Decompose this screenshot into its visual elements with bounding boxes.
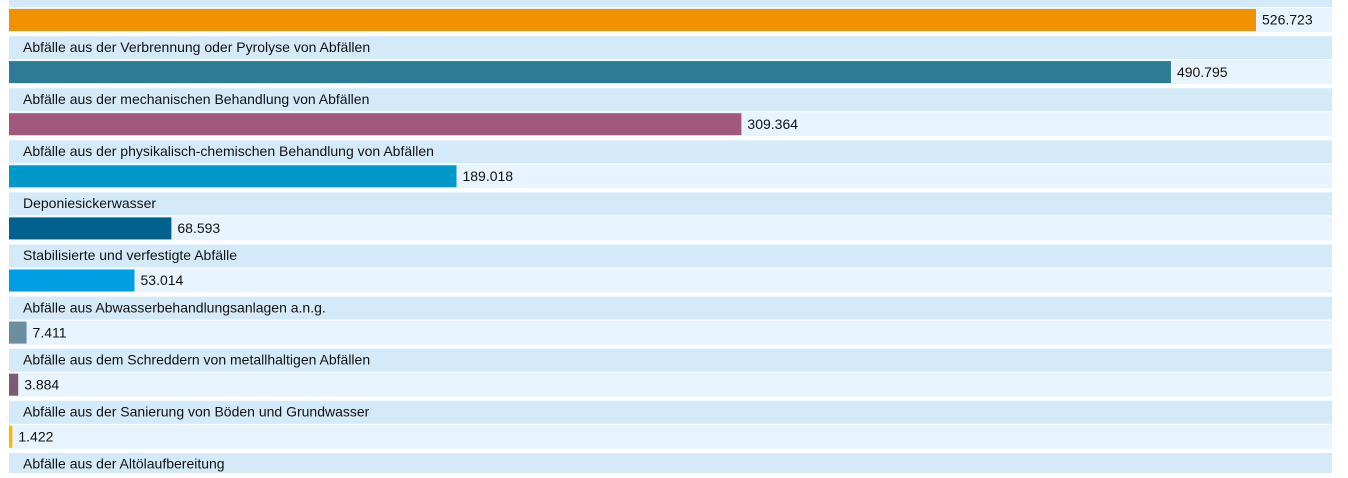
label-row bbox=[9, 36, 1332, 60]
category-label: Abfälle aus Abwasserbehandlungsanlagen a… bbox=[23, 299, 326, 315]
bar-row bbox=[9, 216, 1332, 241]
bar bbox=[9, 269, 135, 292]
value-label: 68.593 bbox=[177, 220, 220, 236]
value-label: 7.411 bbox=[33, 324, 67, 340]
bar-row bbox=[9, 320, 1332, 345]
bar bbox=[9, 373, 19, 396]
bar bbox=[9, 425, 13, 448]
category-label: Abfälle aus der Sanierung von Böden und … bbox=[23, 404, 370, 420]
label-row bbox=[9, 244, 1332, 268]
label-row bbox=[9, 296, 1332, 320]
label-row bbox=[9, 400, 1332, 424]
bar-row bbox=[9, 372, 1332, 397]
category-label: Abfälle aus der Altölaufbereitung bbox=[23, 456, 225, 472]
value-label: 3.884 bbox=[24, 376, 59, 392]
label-row bbox=[9, 452, 1332, 476]
label-row bbox=[9, 348, 1332, 372]
bar bbox=[9, 9, 1256, 31]
category-label: Abfälle aus der physikalisch-chemischen … bbox=[23, 143, 434, 159]
category-label: Abfälle aus der Verbrennung oder Pyrolys… bbox=[23, 39, 370, 55]
bar bbox=[9, 217, 172, 240]
category-label: Deponiesickerwasser bbox=[23, 195, 156, 211]
value-label: 309.364 bbox=[747, 116, 798, 132]
label-row bbox=[9, 0, 1332, 7]
category-label: Abfälle aus der mechanischen Behandlung … bbox=[23, 91, 369, 107]
value-label: 189.018 bbox=[462, 168, 513, 184]
value-label: 490.795 bbox=[1177, 64, 1228, 80]
category-label: Abfälle aus dem Schreddern von metallhal… bbox=[23, 351, 370, 367]
value-label: 1.422 bbox=[18, 429, 53, 445]
label-row bbox=[9, 192, 1332, 216]
bar-row bbox=[9, 424, 1332, 449]
bar bbox=[9, 113, 742, 136]
label-row bbox=[9, 88, 1332, 112]
value-label: 526.723 bbox=[1262, 12, 1313, 28]
category-label: Stabilisierte und verfestigte Abfälle bbox=[23, 247, 237, 263]
bar-row bbox=[9, 268, 1332, 293]
value-label: 53.014 bbox=[141, 272, 184, 288]
bar bbox=[9, 61, 1171, 84]
bar bbox=[9, 165, 457, 188]
label-row bbox=[9, 140, 1332, 164]
bar bbox=[9, 321, 27, 344]
